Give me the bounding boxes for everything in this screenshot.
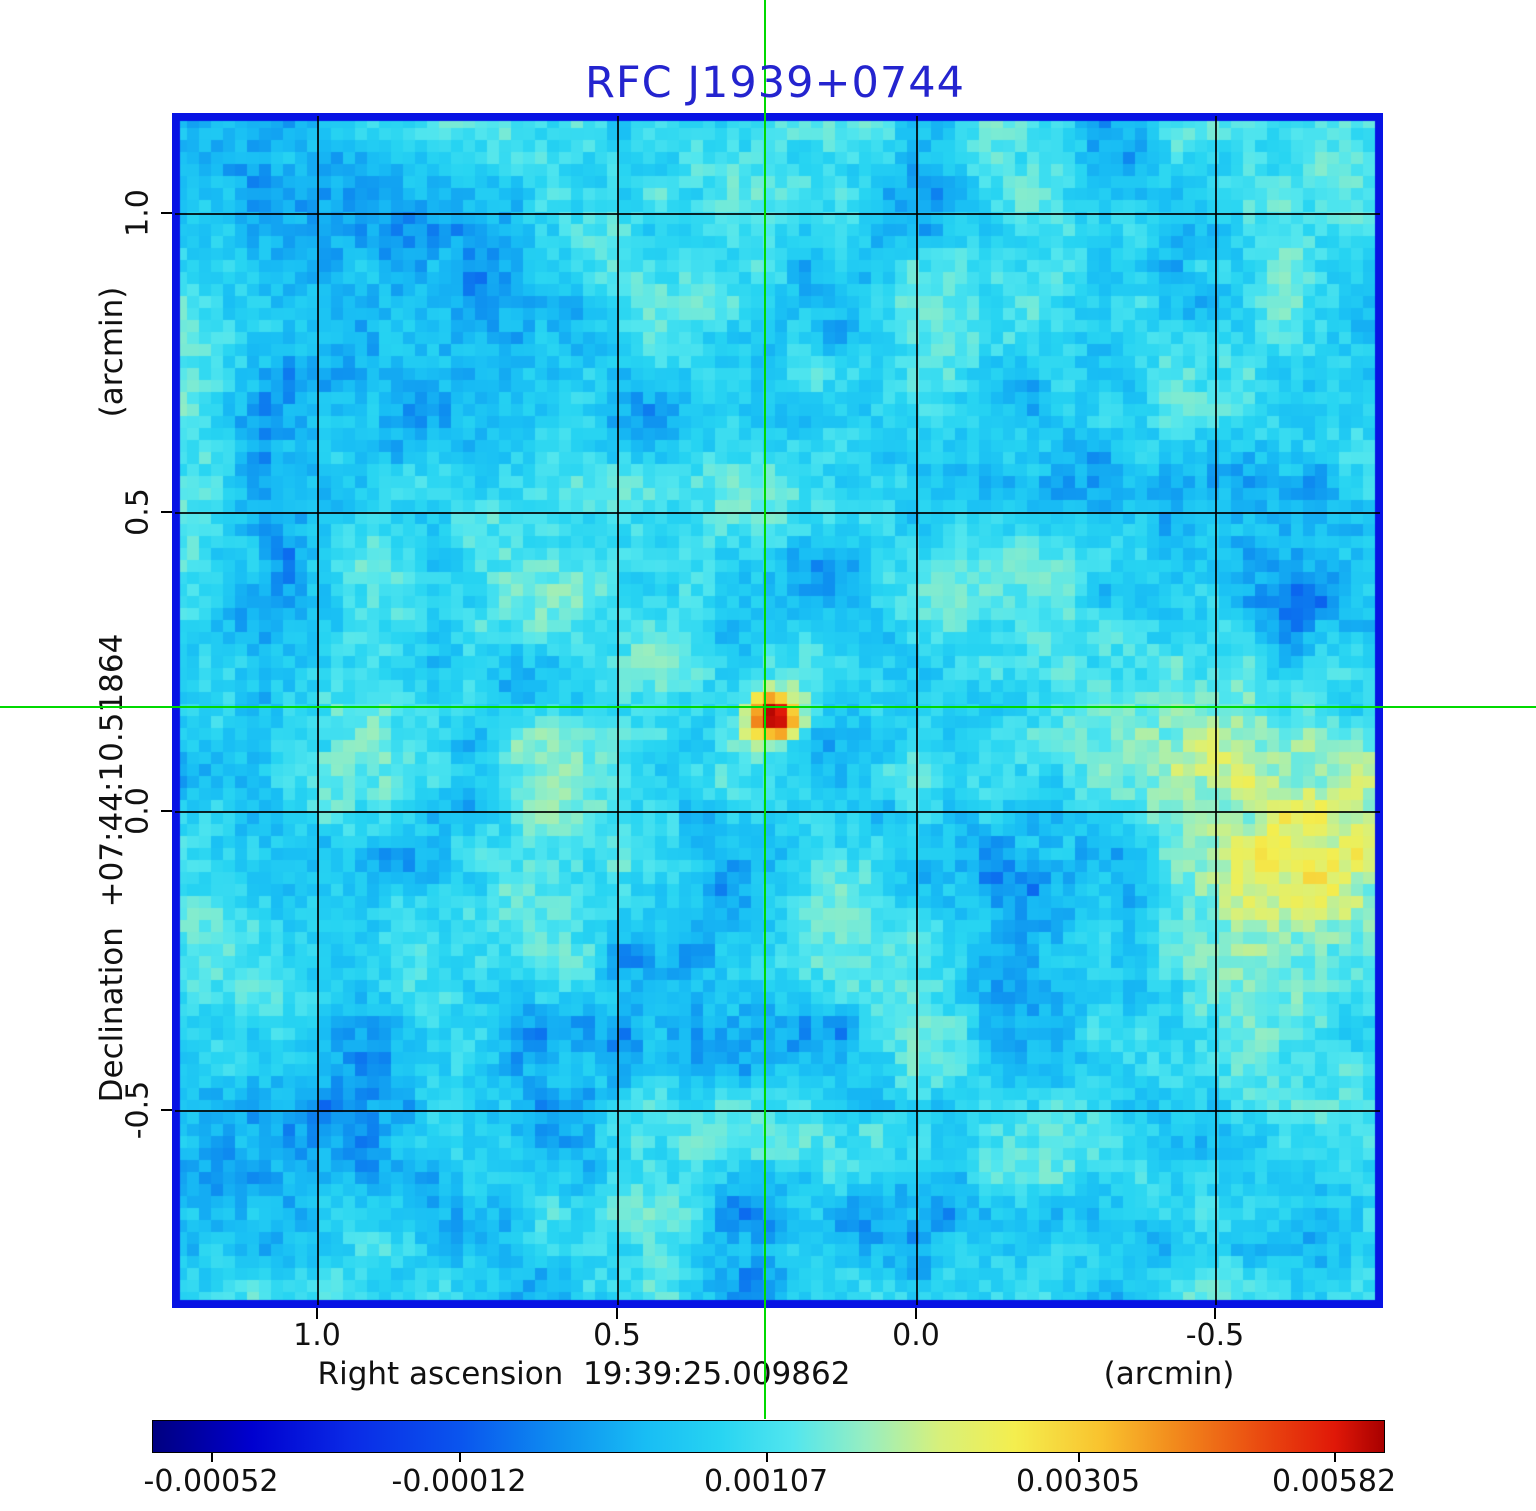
x-tick-label: 0.5 bbox=[593, 1318, 641, 1353]
colorbar-tick-label: 0.00582 bbox=[1271, 1464, 1397, 1499]
x-tick-label: -0.5 bbox=[1185, 1318, 1245, 1353]
colorbar-tick-mark bbox=[1078, 1453, 1080, 1462]
y-gridline bbox=[175, 811, 1380, 813]
x-axis-units: (arcmin) bbox=[1103, 1356, 1235, 1392]
y-tick-mark bbox=[161, 511, 172, 513]
heatmap-canvas bbox=[175, 116, 1380, 1305]
colorbar-tick-label: -0.00052 bbox=[143, 1464, 279, 1499]
crosshair-vertical-line bbox=[764, 0, 766, 1419]
colorbar-tick-mark bbox=[211, 1453, 213, 1462]
x-axis-title: Right ascension 19:39:25.009862 bbox=[317, 1356, 851, 1392]
x-gridline bbox=[317, 116, 319, 1305]
y-tick-label: 0.5 bbox=[120, 488, 156, 536]
colorbar-tick-label: 0.00107 bbox=[703, 1464, 829, 1499]
x-gridline bbox=[617, 116, 619, 1305]
y-axis-units: (arcmin) bbox=[94, 286, 130, 418]
x-tick-label: 0.0 bbox=[892, 1318, 940, 1353]
x-tick-mark bbox=[616, 1308, 618, 1319]
x-gridline bbox=[1215, 116, 1217, 1305]
page-title: RFC J1939+0744 bbox=[585, 58, 965, 108]
y-tick-label: 1.0 bbox=[120, 189, 156, 237]
colorbar-tick-mark bbox=[766, 1453, 768, 1462]
x-tick-mark bbox=[1214, 1308, 1216, 1319]
y-tick-mark bbox=[161, 212, 172, 214]
x-tick-mark bbox=[915, 1308, 917, 1319]
colorbar-tick-label: 0.00305 bbox=[1015, 1464, 1141, 1499]
y-gridline bbox=[175, 1110, 1380, 1112]
y-gridline bbox=[175, 512, 1380, 514]
crosshair-horizontal-line bbox=[0, 706, 1536, 708]
y-tick-mark bbox=[161, 810, 172, 812]
x-tick-label: 1.0 bbox=[293, 1318, 341, 1353]
heatmap-plot bbox=[172, 113, 1383, 1308]
y-axis-title: Declination +07:44:10.51864 bbox=[94, 633, 130, 1103]
x-gridline bbox=[916, 116, 918, 1305]
x-tick-mark bbox=[316, 1308, 318, 1319]
colorbar bbox=[152, 1420, 1385, 1453]
y-tick-mark bbox=[161, 1109, 172, 1111]
y-gridline bbox=[175, 213, 1380, 215]
colorbar-tick-mark bbox=[459, 1453, 461, 1462]
colorbar-tick-label: -0.00012 bbox=[391, 1464, 527, 1499]
colorbar-tick-mark bbox=[1334, 1453, 1336, 1462]
